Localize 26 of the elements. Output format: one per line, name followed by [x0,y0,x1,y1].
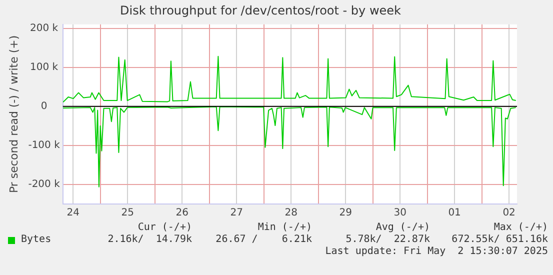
x-tick-label: 01 [448,208,461,219]
y-tick-label: -200 k [28,179,60,190]
text: 5.78k/ 22.87k [344,234,430,246]
chart-title: Disk throughput for /dev/centos/root - by week [120,3,402,18]
y-axis-title: Pr second read (-) / write (+) [7,35,20,194]
y-tick-label: 100 k [30,62,58,73]
legend-label: Bytes [21,234,52,246]
text: Last update: Fri May 2 15:30:07 2025 [324,246,548,258]
x-tick-label: 24 [66,208,80,219]
x-tick-label: 29 [339,208,352,219]
x-tick-label: 27 [230,208,243,219]
text: 2.16k/ 14.79k [106,234,192,246]
x-tick-label: 25 [121,208,134,219]
text: Min (-/+) [256,222,312,234]
x-tick-label: 28 [284,208,298,219]
y-tick-label: 200 k [30,22,58,34]
y-tick-label: -100 k [28,140,60,152]
y-tick-label: 0 [40,100,48,112]
x-tick-label: 30 [394,208,406,219]
text: Max (-/+) [492,222,548,234]
text: 26.67 / 6.21k [214,234,312,246]
text: 672.55k/ 651.16k [450,234,548,246]
x-tick-label: 26 [176,208,188,219]
text: Cur (-/+) [136,222,192,234]
x-tick-label: 02 [502,208,516,219]
text: Avg (-/+) [374,222,430,234]
